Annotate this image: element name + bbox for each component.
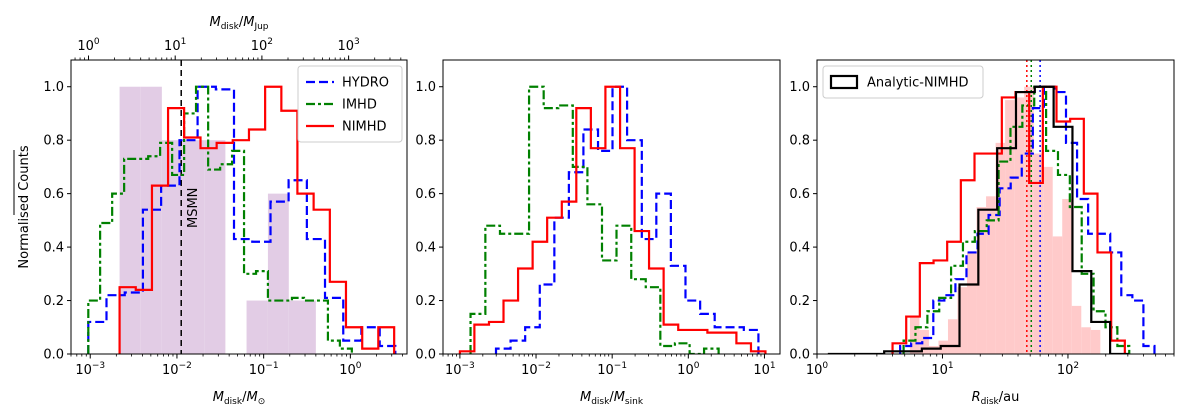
x-tick-label: 100 (339, 361, 362, 378)
x-tick-label: 101 (931, 361, 953, 378)
observed-bar (288, 300, 316, 354)
observed-bar (947, 319, 958, 354)
observed-bar (1071, 305, 1082, 354)
x-tick-label: 102 (1057, 361, 1079, 378)
observed-bar (267, 193, 289, 354)
x-tick-label: 10−3 (445, 361, 475, 378)
observed-bar (957, 287, 968, 354)
top-tick-label: 100 (77, 37, 100, 54)
y-tick-label: 1.0 (415, 80, 436, 95)
x-tick-label: 100 (677, 361, 700, 378)
observed-bar (1090, 329, 1101, 354)
legend-box (297, 65, 403, 143)
series-hydro (494, 85, 760, 354)
y-tick-label: 0.6 (415, 187, 436, 202)
legend-entry: IMHD (342, 98, 377, 113)
legend-swatch (829, 74, 859, 90)
series-imhd (87, 85, 353, 354)
panel-disk-to-sink-mass-ratio: 0.0 0.2 0.4 0.6 0.8 1.0 10−3 10−2 10−1 100 101 Mdis… (415, 59, 781, 407)
observed-bar (161, 140, 183, 354)
observed-bar (928, 345, 939, 354)
y-tick-label: 0.2 (43, 294, 64, 309)
y-tick-label: 0.6 (789, 187, 810, 202)
series-nimhd (118, 85, 396, 354)
top-axis-label: Mdisk/MJup (209, 15, 268, 32)
series-hydro (899, 85, 1156, 354)
top-tick-label: 102 (251, 37, 273, 54)
observed-bar (967, 252, 977, 354)
y-tick-label: 0.8 (415, 134, 436, 149)
x-tick-label: 10−2 (162, 361, 192, 378)
legend-box (822, 65, 984, 99)
x-tick-label: 101 (753, 361, 775, 378)
observed-bar (986, 196, 996, 354)
y-tick-label: 0.2 (789, 294, 810, 309)
panel-disk-radius: 0.0 0.2 0.4 0.6 0.8 1.0 100 101 102 Rdisk/au Analy… (789, 59, 1175, 407)
y-tick-label: 0.0 (789, 348, 810, 363)
x-tick-label: 10−2 (521, 361, 551, 378)
observed-bar (976, 207, 987, 354)
observed-bar (1052, 236, 1063, 354)
series-analytic-nimhd (827, 85, 1129, 354)
y-tick-label: 0.8 (789, 134, 810, 149)
y-tick-label: 1.0 (43, 80, 64, 95)
legend-entry: HYDRO (342, 76, 389, 91)
plot-area (87, 60, 397, 354)
y-tick-label: 0.4 (43, 241, 64, 256)
y-tick-label: 0.8 (43, 134, 64, 149)
observed-bar (1024, 86, 1034, 354)
top-tick-label: 103 (337, 37, 359, 54)
y-tick-label: 0.4 (789, 241, 810, 256)
top-tick-label: 101 (164, 37, 186, 54)
observed-bar (1081, 327, 1091, 354)
x-axis-label: Rdisk/au (972, 390, 1020, 407)
x-tick-label: 10−1 (597, 361, 627, 378)
y-tick-label: 0.0 (43, 348, 64, 363)
observed-bar (119, 86, 141, 354)
y-tick-label: 1.0 (789, 80, 810, 95)
x-axis-label: Mdisk/Msink (580, 390, 644, 407)
panel-disk-mass: MSMN 0.0 0.2 0.4 0.6 0.8 1.0 10−3 10−2 10−1 100 Mdi… (13, 15, 408, 407)
x-tick-label: 100 (806, 361, 829, 378)
observed-bar (1014, 97, 1025, 354)
legend-entry: NIMHD (342, 120, 387, 135)
legend-entry: Analytic-NIMHD (867, 76, 969, 91)
observed-bar (995, 142, 1006, 354)
plot-area (458, 85, 767, 354)
y-tick-label: 0.6 (43, 187, 64, 202)
observed-bar (182, 140, 205, 354)
observed-bar (1033, 153, 1044, 354)
observed-bar (938, 340, 948, 354)
observed-bar (1062, 198, 1072, 354)
series-imhd (469, 85, 720, 354)
observed-bar (1043, 166, 1053, 354)
y-tick-label: 0.0 (415, 348, 436, 363)
x-axis-label: Mdisk/M⊙ (213, 390, 266, 407)
y-axis-label: Normalised Counts (17, 145, 32, 268)
observed-bar (204, 140, 226, 354)
observed-bar (1005, 100, 1015, 354)
series-hydro (87, 85, 397, 354)
plot-area (827, 60, 1156, 354)
axes-frame (442, 59, 781, 355)
msmn-label: MSMN (186, 188, 201, 228)
observed-bar (919, 329, 929, 354)
axes-frame (70, 59, 408, 355)
x-tick-label: 10−1 (249, 361, 279, 378)
series-imhd (902, 85, 1131, 354)
y-tick-label: 0.4 (415, 241, 436, 256)
y-tick-label: 0.2 (415, 294, 436, 309)
x-tick-label: 10−3 (75, 361, 105, 378)
observed-bar (246, 300, 268, 354)
axes-frame (816, 59, 1175, 355)
series-nimhd (458, 85, 767, 354)
